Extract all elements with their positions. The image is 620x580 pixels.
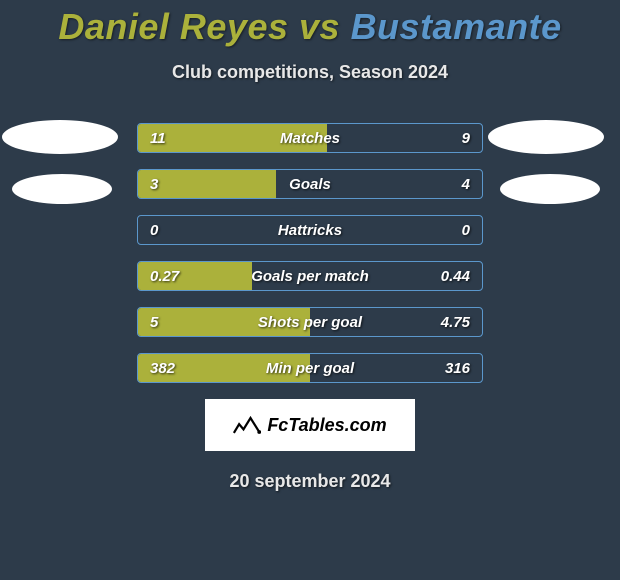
snapshot-date: 20 september 2024 — [0, 471, 620, 492]
comparison-title: Daniel Reyes vs Bustamante — [0, 0, 620, 48]
stat-row: 0.27Goals per match0.44 — [137, 261, 483, 291]
stat-row: 11Matches9 — [137, 123, 483, 153]
stat-label: Hattricks — [138, 222, 482, 239]
stat-label: Goals per match — [138, 268, 482, 285]
fctables-badge[interactable]: FcTables.com — [205, 399, 415, 451]
stat-right-value: 4 — [462, 176, 470, 193]
player-left-name: Daniel Reyes — [58, 6, 288, 47]
stats-container: 11Matches9 3Goals4 0Hattricks0 0.27Goals pe… — [137, 123, 483, 383]
stat-right-value: 9 — [462, 130, 470, 147]
player-right-name: Bustamante — [351, 6, 562, 47]
stat-row: 382Min per goal316 — [137, 353, 483, 383]
stat-label: Matches — [138, 130, 482, 147]
team-right-avatar — [500, 174, 600, 204]
player-left-avatar — [2, 120, 118, 154]
player-right-avatar — [488, 120, 604, 154]
fctables-logo-icon — [233, 414, 261, 436]
subtitle: Club competitions, Season 2024 — [0, 62, 620, 83]
stat-right-value: 0.44 — [441, 268, 470, 285]
stat-row: 3Goals4 — [137, 169, 483, 199]
fctables-badge-text: FcTables.com — [267, 415, 386, 436]
stat-right-value: 316 — [445, 360, 470, 377]
stat-label: Shots per goal — [138, 314, 482, 331]
stat-row: 5Shots per goal4.75 — [137, 307, 483, 337]
stat-row: 0Hattricks0 — [137, 215, 483, 245]
stat-right-value: 0 — [462, 222, 470, 239]
stat-label: Goals — [138, 176, 482, 193]
stat-right-value: 4.75 — [441, 314, 470, 331]
vs-word: vs — [299, 6, 340, 47]
team-left-avatar — [12, 174, 112, 204]
stat-label: Min per goal — [138, 360, 482, 377]
